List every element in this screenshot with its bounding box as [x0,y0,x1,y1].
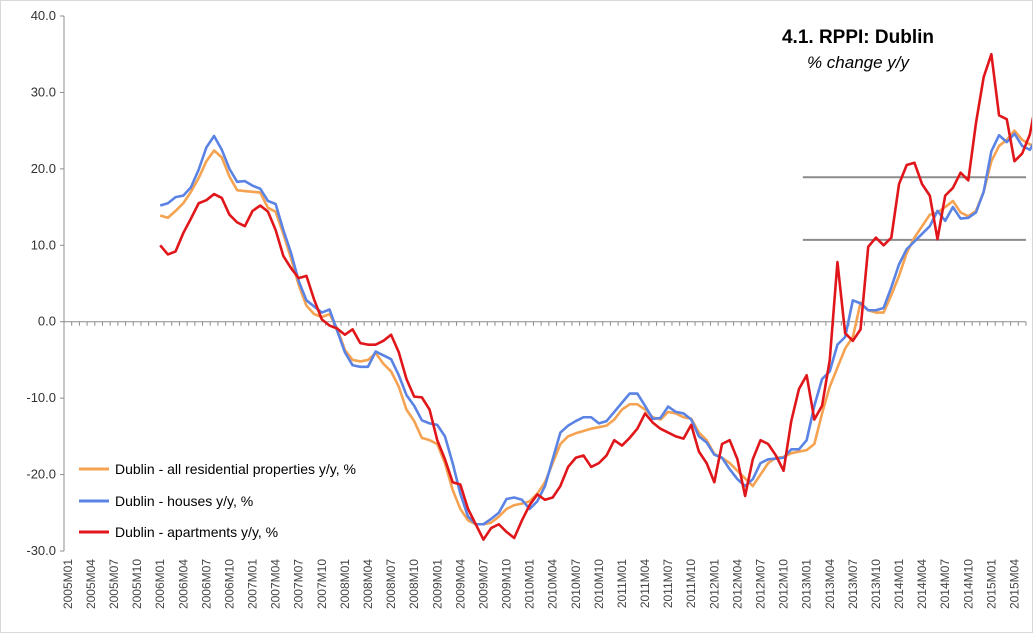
x-tick-label: 2010M04 [546,559,560,609]
y-tick-label: 20.0 [31,161,56,176]
legend-label-apartments: Dublin - apartments y/y, % [115,524,278,540]
x-tick-label: 2011M04 [638,559,652,608]
x-tick-label: 2006M07 [199,559,213,609]
y-tick-label: -20.0 [26,467,56,482]
axes: 40.0 30.0 20.0 10.0 0.0 -10.0 -20.0 -30.0 2005M0… [26,8,1027,609]
legend: Dublin - all residential properties y/y,… [79,461,356,540]
x-tick-label: 2010M07 [569,559,583,609]
x-tick-label: 2009M07 [476,559,490,609]
x-tick-label: 2005M01 [61,559,75,609]
x-tick-label: 2014M01 [892,559,906,609]
y-tick-label: 0.0 [38,314,56,329]
x-tick-label: 2005M07 [107,559,121,609]
x-tick-label: 2011M10 [684,559,698,608]
x-tick-label: 2009M10 [500,559,514,609]
x-tick-label: 2008M10 [407,559,421,609]
series-line-houses [159,132,1032,526]
x-tick-label: 2012M10 [777,559,791,609]
reference-lines [802,176,1026,241]
y-tick-label: -30.0 [26,543,56,558]
x-tick-label: 2011M01 [615,559,629,608]
legend-label-houses: Dublin - houses y/y, % [115,493,253,509]
x-tick-label: 2007M04 [269,559,283,609]
x-tick-label: 2005M10 [130,559,144,609]
x-tick-label: 2013M07 [846,559,860,609]
x-tick-label: 2015M04 [1007,559,1021,609]
y-tick-label: 10.0 [31,237,56,252]
x-tick-label: 2014M10 [961,559,975,609]
series-line-all-residential [159,129,1032,526]
series-lines [159,52,1032,541]
x-tick-label: 2014M04 [915,559,929,609]
x-tick-label: 2012M07 [753,559,767,609]
x-tick-label: 2012M01 [707,559,721,609]
x-tick-label: 2010M01 [523,559,537,609]
x-tick-label: 2005M04 [84,559,98,609]
x-tick-label: 2007M10 [315,559,329,609]
x-tick-label: 2013M01 [800,559,814,609]
y-tick-label: -10.0 [26,390,56,405]
x-tick-label: 2009M01 [430,559,444,609]
x-tick-label: 2007M01 [246,559,260,609]
x-tick-label: 2008M04 [361,559,375,609]
x-tick-label: 2014M07 [938,559,952,609]
chart-subtitle: % change y/y [807,53,911,72]
y-tick-label: 40.0 [31,8,56,23]
x-tick-label: 2013M10 [869,559,883,609]
y-tick-label: 30.0 [31,84,56,99]
x-tick-label: 2010M10 [592,559,606,609]
x-tick-label: 2015M01 [984,559,998,609]
x-tick-label: 2009M04 [453,559,467,609]
x-tick-label: 2006M04 [176,559,190,609]
x-tick-label: 2008M07 [384,559,398,609]
x-tick-label: 2008M01 [338,559,352,609]
x-tick-label: 2011M07 [661,559,675,608]
chart-title: 4.1. RPPI: Dublin [782,27,934,48]
x-tick-label: 2006M10 [222,559,236,609]
x-tick-label: 2012M04 [730,559,744,609]
series-line-apartments [159,52,1032,541]
x-tick-label: 2013M04 [823,559,837,609]
x-tick-label: 2006M01 [153,559,167,609]
x-tick-label: 2007M07 [292,559,306,609]
legend-label-all: Dublin - all residential properties y/y,… [115,461,356,477]
